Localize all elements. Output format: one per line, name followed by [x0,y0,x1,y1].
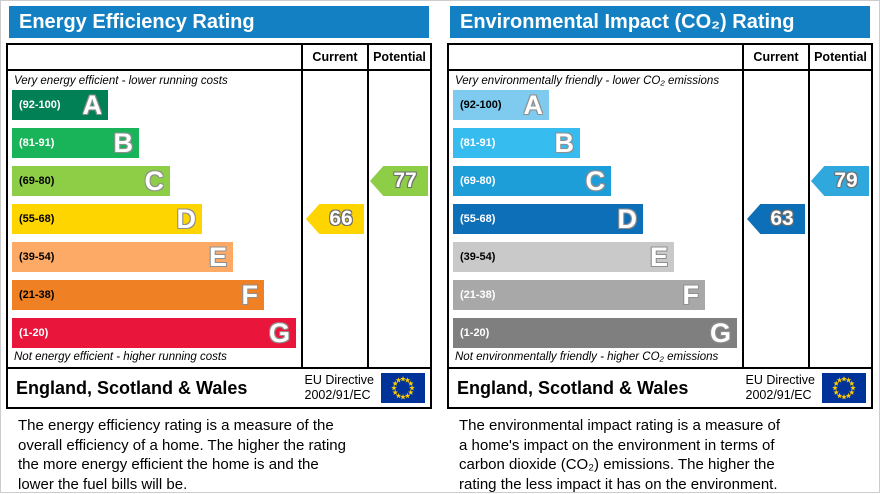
band-row-c: (69-80) C [12,166,170,196]
top-caption: Very environmentally friendly - lower CO… [455,75,720,87]
energy-panel-title: Energy Efficiency Rating [9,6,429,38]
eu-directive-label: EU Directive 2002/91/EC [304,373,374,402]
band-range-label: (55-68) [19,213,55,225]
current-column-divider [742,45,744,367]
band-letter: C [585,166,606,196]
eu-flag-icon [381,373,425,403]
band-range-label: (92-100) [19,99,61,111]
eu-directive-label: EU Directive 2002/91/EC [745,373,815,402]
region-directive-footer: England, Scotland & Wales EU Directive 2… [447,367,873,409]
band-row-a: (92-100) A [12,90,108,120]
band-row-a: (92-100) A [453,90,549,120]
bottom-caption: Not energy efficient - higher running co… [14,351,227,363]
band-bar-f: (21-38) F [453,280,705,310]
potential-rating-value: 79 [834,169,858,192]
band-range-label: (39-54) [19,251,55,263]
energy-efficiency-panel: Energy Efficiency Rating Current Potenti… [6,6,432,494]
band-range-label: (21-38) [19,289,55,301]
band-bar-g: (1-20) G [12,318,296,348]
co2-rating-chart: Current Potential Very environmentally f… [447,43,873,369]
band-bar-e: (39-54) E [12,242,233,272]
band-letter: D [617,204,638,234]
potential-rating-arrow: 77 [370,166,428,196]
band-range-label: (55-68) [460,213,496,225]
band-row-b: (81-91) B [453,128,580,158]
co2-panel-title: Environmental Impact (CO₂) Rating [450,6,870,38]
band-letter: D [176,204,197,234]
band-bar-d: (55-68) D [12,204,202,234]
band-row-f: (21-38) F [453,280,705,310]
band-letter: A [523,90,544,120]
band-letter: F [682,280,700,310]
potential-rating-arrow: 79 [811,166,869,196]
band-bar-a: (92-100) A [453,90,549,120]
header-row-divider [449,69,871,71]
band-range-label: (1-20) [19,327,49,339]
current-rating-value: 63 [770,207,794,230]
current-rating-value: 66 [329,207,353,230]
eu-flag-icon [822,373,866,403]
potential-column-divider [367,45,369,367]
band-letter: F [241,280,259,310]
band-bar-g: (1-20) G [453,318,737,348]
band-row-d: (55-68) D [453,204,643,234]
band-bar-a: (92-100) A [12,90,108,120]
region-label: England, Scotland & Wales [457,377,689,398]
band-letter: B [554,128,575,158]
band-range-label: (21-38) [460,289,496,301]
band-range-label: (69-80) [460,175,496,187]
band-letter: E [208,242,227,272]
header-row-divider [8,69,430,71]
current-column-divider [301,45,303,367]
band-row-c: (69-80) C [453,166,611,196]
band-bar-e: (39-54) E [453,242,674,272]
region-directive-footer: England, Scotland & Wales EU Directive 2… [6,367,432,409]
band-range-label: (39-54) [460,251,496,263]
potential-column-header: Potential [814,50,867,64]
band-letter: A [82,90,103,120]
band-bar-f: (21-38) F [12,280,264,310]
band-range-label: (81-91) [460,137,496,149]
band-row-g: (1-20) G [12,318,296,348]
co2-rating-description: The environmental impact rating is a mea… [459,417,780,493]
band-range-label: (1-20) [460,327,490,339]
band-bar-c: (69-80) C [12,166,170,196]
energy-rating-description: The energy efficiency rating is a measur… [18,417,346,493]
band-letter: E [649,242,668,272]
band-letter: G [709,318,731,348]
potential-column-header: Potential [373,50,426,64]
current-column-header: Current [312,50,358,64]
band-row-b: (81-91) B [12,128,139,158]
band-row-e: (39-54) E [453,242,674,272]
band-letter: G [268,318,290,348]
band-bar-b: (81-91) B [12,128,139,158]
potential-column-divider [808,45,810,367]
band-range-label: (81-91) [19,137,55,149]
band-range-label: (92-100) [460,99,502,111]
band-row-e: (39-54) E [12,242,233,272]
band-bar-c: (69-80) C [453,166,611,196]
top-caption: Very energy efficient - lower running co… [14,75,228,87]
band-range-label: (69-80) [19,175,55,187]
band-row-g: (1-20) G [453,318,737,348]
current-column-header: Current [753,50,799,64]
band-row-d: (55-68) D [12,204,202,234]
potential-rating-value: 77 [393,169,417,192]
band-letter: B [113,128,134,158]
band-row-f: (21-38) F [12,280,264,310]
current-rating-arrow: 66 [306,204,364,234]
band-letter: C [144,166,165,196]
band-bar-b: (81-91) B [453,128,580,158]
environmental-impact-panel: Environmental Impact (CO₂) Rating Curren… [447,6,873,494]
bottom-caption: Not environmentally friendly - higher CO… [455,351,719,363]
current-rating-arrow: 63 [747,204,805,234]
band-bar-d: (55-68) D [453,204,643,234]
energy-rating-chart: Current Potential Very energy efficient … [6,43,432,369]
region-label: England, Scotland & Wales [16,377,248,398]
